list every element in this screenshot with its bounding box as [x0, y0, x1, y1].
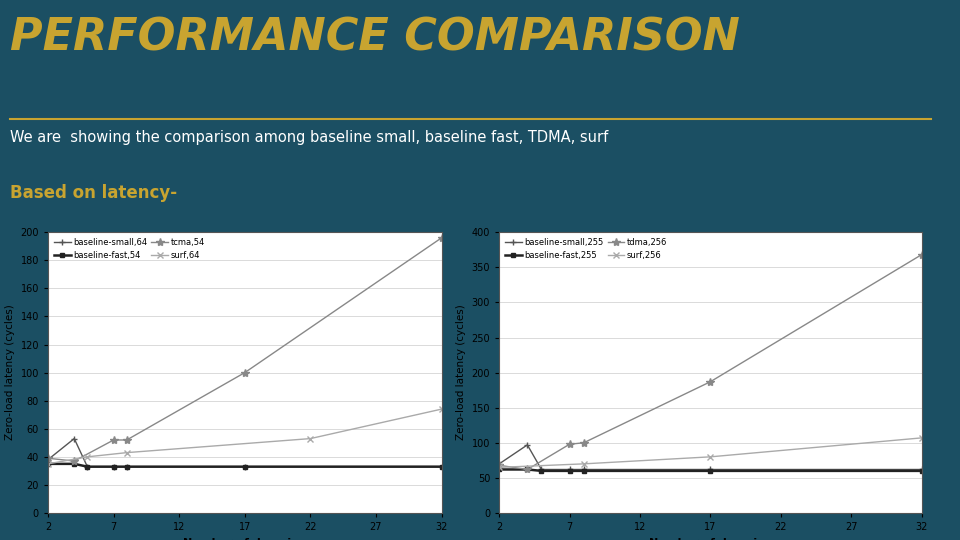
baseline-small,255 [916, 466, 927, 472]
X-axis label: Number of domains: Number of domains [649, 538, 772, 540]
baseline-small,64 [436, 463, 447, 470]
baseline-small,64 [42, 456, 54, 463]
surf,64 [121, 449, 132, 456]
baseline-small,255 [705, 466, 716, 472]
baseline-small,64 [239, 463, 251, 470]
baseline-fast,54 [68, 461, 80, 467]
baseline-fast,255 [521, 466, 533, 472]
baseline-small,255 [493, 461, 505, 467]
baseline-fast,54 [108, 463, 119, 470]
Line: surf,256: surf,256 [495, 434, 925, 471]
Line: baseline-small,64: baseline-small,64 [44, 435, 445, 470]
tcma,54 [436, 234, 447, 241]
Line: tdma,256: tdma,256 [495, 251, 925, 474]
tcma,54 [42, 455, 54, 462]
tcma,54 [121, 437, 132, 443]
surf,64 [304, 435, 316, 442]
Text: We are  showing the comparison among baseline small, baseline fast, TDMA, surf: We are showing the comparison among base… [10, 130, 608, 145]
surf,256 [705, 454, 716, 460]
baseline-small,64 [82, 463, 93, 470]
tdma,256 [564, 441, 575, 448]
Y-axis label: Zero-load latency (cycles): Zero-load latency (cycles) [5, 305, 15, 441]
tcma,54 [108, 437, 119, 443]
baseline-fast,54 [121, 463, 132, 470]
baseline-fast,255 [916, 468, 927, 474]
tdma,256 [521, 466, 533, 472]
Y-axis label: Zero-load latency (cycles): Zero-load latency (cycles) [456, 305, 466, 441]
tdma,256 [493, 462, 505, 469]
baseline-small,255 [536, 466, 547, 472]
surf,256 [578, 461, 589, 467]
baseline-fast,54 [82, 463, 93, 470]
Text: PERFORMANCE COMPARISON: PERFORMANCE COMPARISON [10, 16, 739, 59]
baseline-fast,54 [239, 463, 251, 470]
tdma,256 [916, 252, 927, 258]
surf,64 [82, 454, 93, 460]
baseline-fast,255 [536, 468, 547, 474]
tdma,256 [578, 440, 589, 446]
baseline-small,255 [564, 466, 575, 472]
surf,64 [42, 461, 54, 467]
tdma,256 [705, 379, 716, 385]
baseline-small,64 [68, 435, 80, 442]
tcma,54 [239, 369, 251, 376]
baseline-small,64 [108, 463, 119, 470]
Line: baseline-fast,54: baseline-fast,54 [45, 461, 444, 469]
baseline-fast,54 [42, 461, 54, 467]
surf,256 [916, 435, 927, 441]
baseline-fast,255 [705, 468, 716, 474]
Line: baseline-fast,255: baseline-fast,255 [496, 467, 924, 474]
Line: baseline-small,255: baseline-small,255 [495, 441, 925, 473]
baseline-small,64 [121, 463, 132, 470]
baseline-fast,255 [493, 466, 505, 472]
Line: surf,64: surf,64 [44, 406, 445, 467]
Legend: baseline-small,255, baseline-fast,255, tdma,256, surf,256: baseline-small,255, baseline-fast,255, t… [503, 237, 669, 262]
Legend: baseline-small,64, baseline-fast,54, tcma,54, surf,64: baseline-small,64, baseline-fast,54, tcm… [52, 237, 206, 262]
baseline-fast,54 [436, 463, 447, 470]
X-axis label: Number of domains: Number of domains [183, 538, 306, 540]
tcma,54 [68, 458, 80, 464]
baseline-fast,255 [564, 468, 575, 474]
baseline-small,255 [578, 466, 589, 472]
baseline-fast,255 [578, 468, 589, 474]
Text: Based on latency-: Based on latency- [10, 184, 177, 201]
surf,256 [493, 464, 505, 470]
Line: tcma,54: tcma,54 [44, 234, 445, 465]
surf,64 [436, 406, 447, 413]
baseline-small,255 [521, 442, 533, 448]
